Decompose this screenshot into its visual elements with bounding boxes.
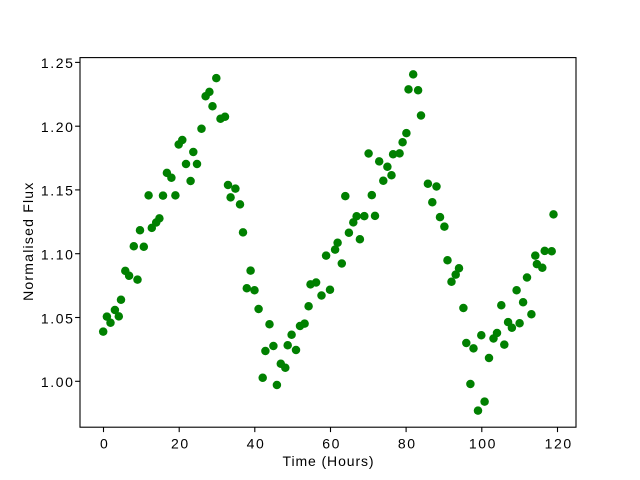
- svg-text:20: 20: [171, 436, 190, 452]
- svg-text:1.00: 1.00: [41, 374, 75, 390]
- svg-text:1.25: 1.25: [41, 55, 75, 71]
- svg-text:Normalised Flux: Normalised Flux: [20, 181, 36, 300]
- svg-text:Time (Hours): Time (Hours): [283, 453, 375, 469]
- svg-text:1.10: 1.10: [41, 247, 75, 263]
- svg-text:80: 80: [398, 436, 417, 452]
- svg-text:40: 40: [247, 436, 266, 452]
- svg-text:1.20: 1.20: [41, 119, 75, 135]
- svg-text:1.15: 1.15: [41, 183, 75, 199]
- svg-text:60: 60: [322, 436, 341, 452]
- svg-text:1.05: 1.05: [41, 310, 75, 326]
- svg-text:100: 100: [469, 436, 497, 452]
- svg-text:0: 0: [100, 436, 109, 452]
- svg-text:120: 120: [545, 436, 573, 452]
